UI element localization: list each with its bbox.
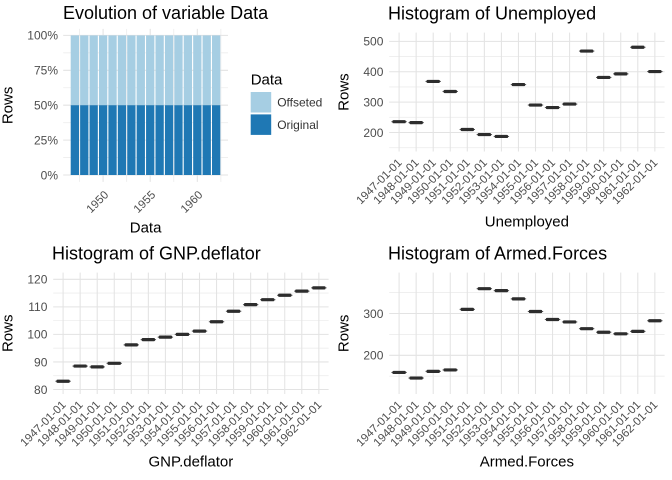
svg-text:50%: 50% xyxy=(34,99,58,113)
svg-text:Histogram of Unemployed: Histogram of Unemployed xyxy=(388,3,596,23)
svg-text:0%: 0% xyxy=(41,168,59,182)
svg-text:100%: 100% xyxy=(27,29,58,43)
svg-text:120: 120 xyxy=(27,273,47,287)
svg-text:GNP.deflator: GNP.deflator xyxy=(149,454,234,471)
svg-text:75%: 75% xyxy=(34,64,58,78)
svg-text:200: 200 xyxy=(363,126,383,140)
svg-text:Rows: Rows xyxy=(0,315,17,353)
svg-text:Evolution of variable Data: Evolution of variable Data xyxy=(63,3,269,23)
svg-text:500: 500 xyxy=(363,35,383,49)
svg-text:400: 400 xyxy=(363,65,383,79)
svg-text:Histogram of GNP.deflator: Histogram of GNP.deflator xyxy=(52,243,261,263)
svg-text:Data: Data xyxy=(130,220,162,237)
svg-text:Offseted: Offseted xyxy=(277,95,322,109)
svg-text:300: 300 xyxy=(363,95,383,109)
svg-text:25%: 25% xyxy=(34,133,58,147)
svg-text:Histogram of Armed.Forces: Histogram of Armed.Forces xyxy=(388,243,607,263)
svg-text:Unemployed: Unemployed xyxy=(485,214,569,231)
svg-text:100: 100 xyxy=(27,328,47,342)
svg-text:Original: Original xyxy=(277,118,318,132)
svg-text:Rows: Rows xyxy=(0,87,17,125)
svg-text:Data: Data xyxy=(251,72,283,89)
svg-text:Armed.Forces: Armed.Forces xyxy=(480,454,574,471)
svg-text:300: 300 xyxy=(363,307,383,321)
svg-text:Rows: Rows xyxy=(336,73,353,111)
svg-text:200: 200 xyxy=(363,349,383,363)
svg-text:Rows: Rows xyxy=(336,315,353,353)
svg-text:80: 80 xyxy=(34,383,48,397)
svg-text:110: 110 xyxy=(28,300,47,314)
svg-text:90: 90 xyxy=(34,355,48,369)
